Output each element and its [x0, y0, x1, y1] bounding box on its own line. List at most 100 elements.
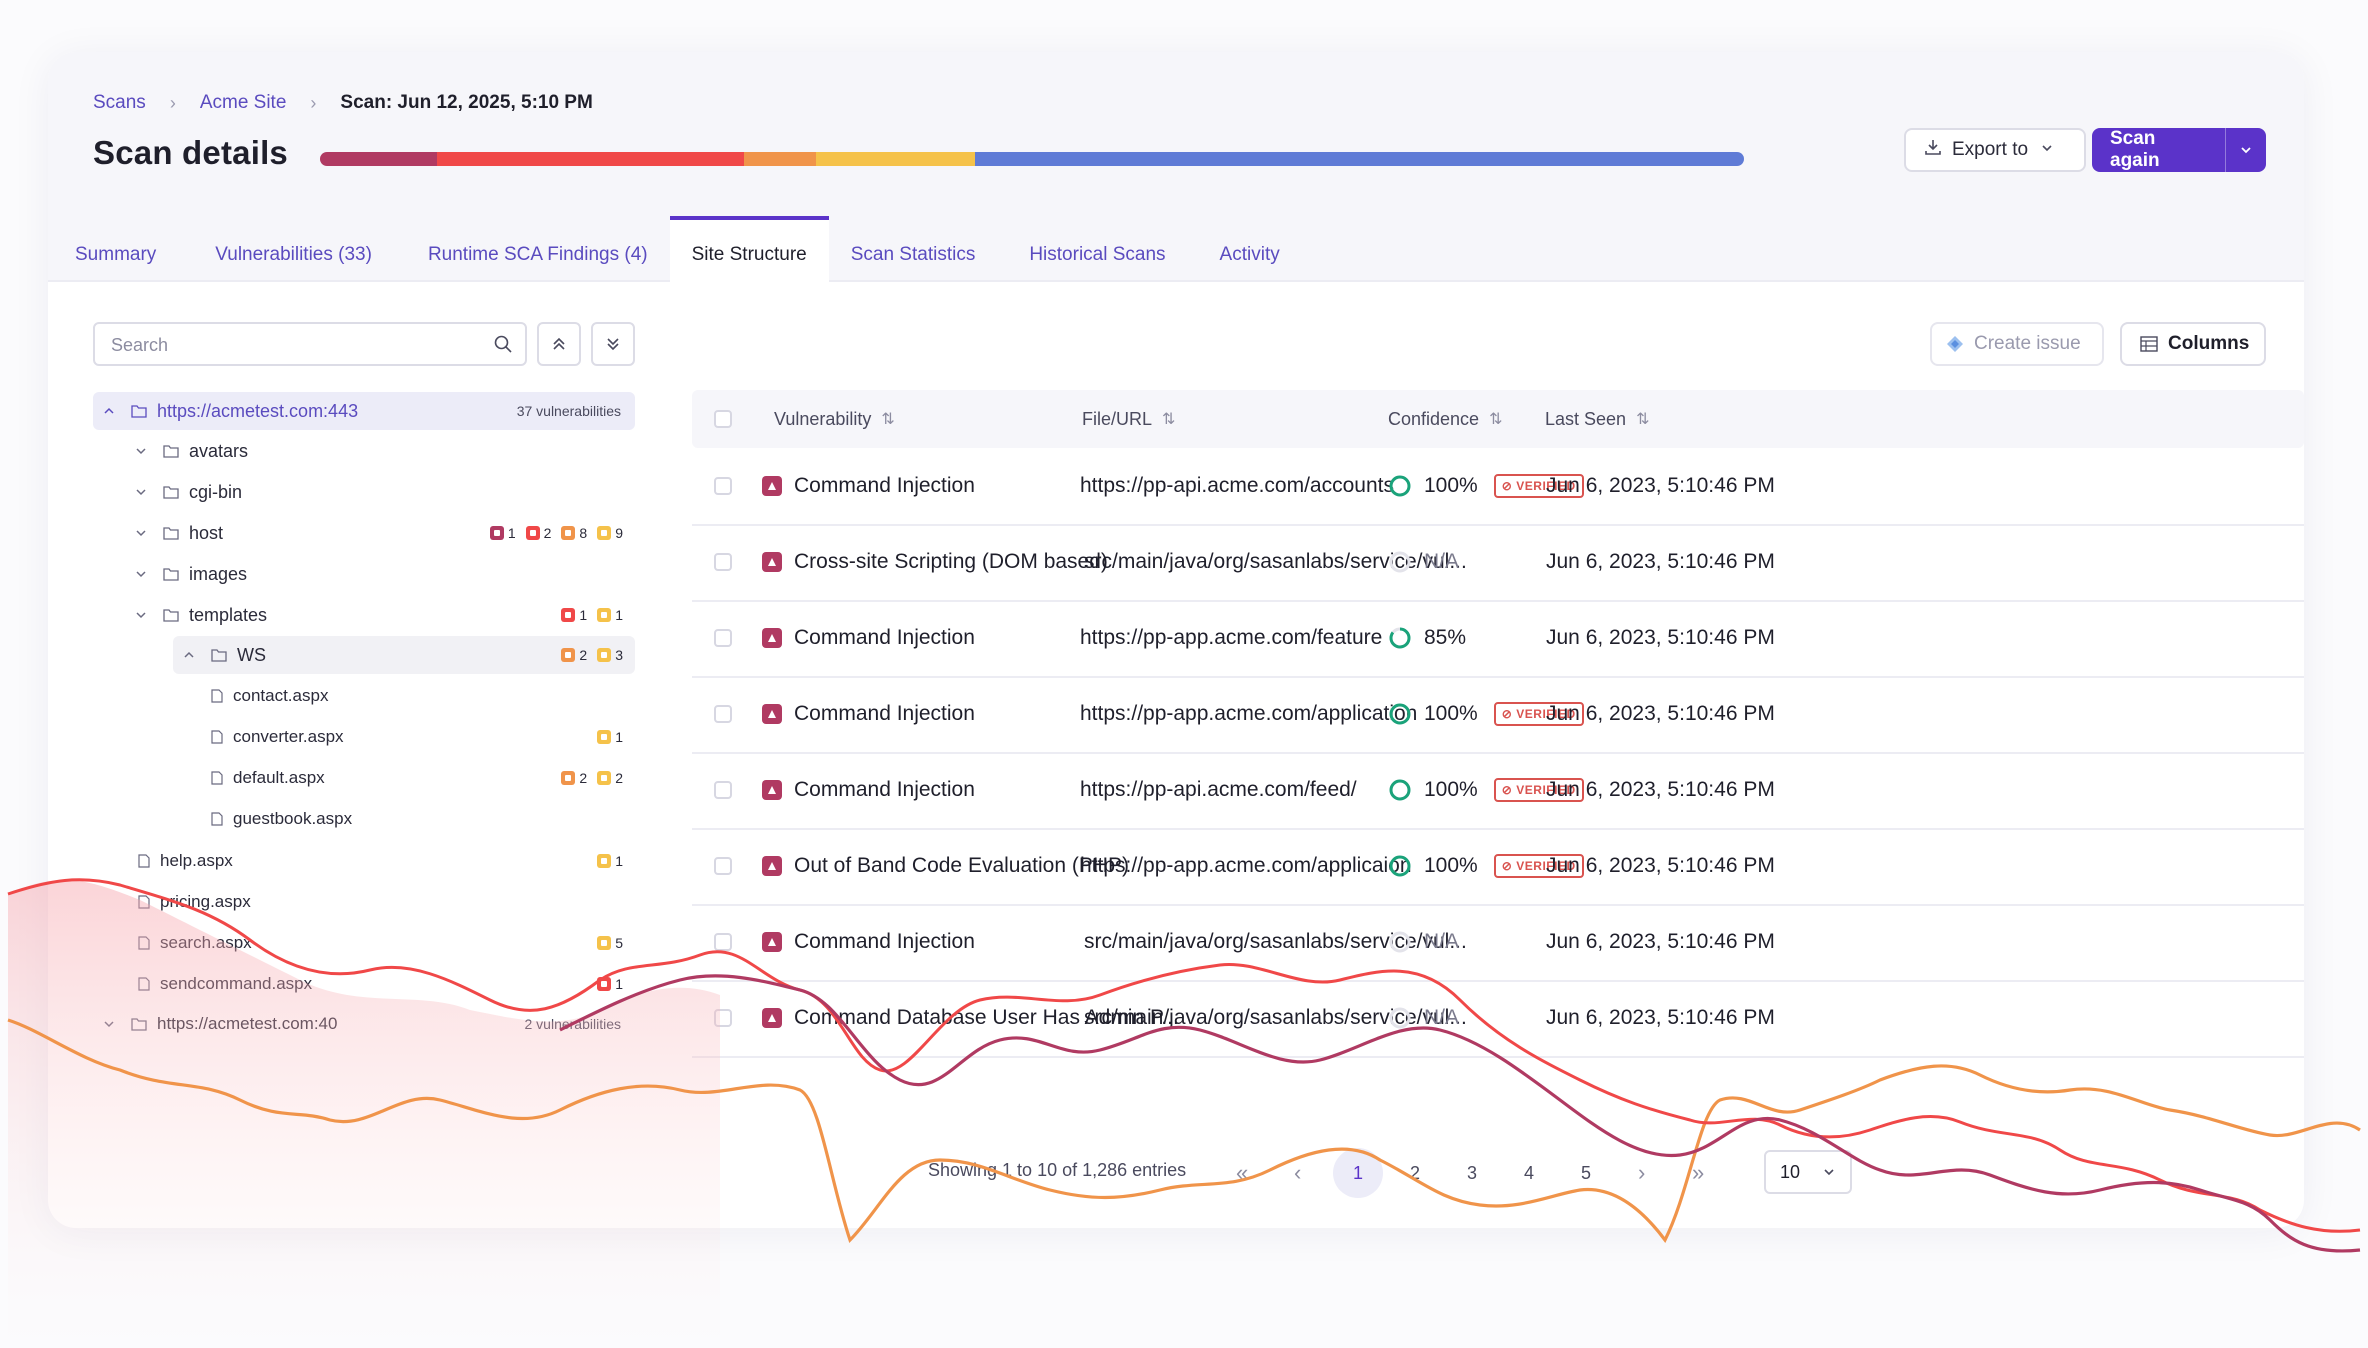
tree-node-converter[interactable]: converter.aspx 1	[93, 718, 635, 756]
header-vulnerability[interactable]: Vulnerability ⇅	[774, 408, 895, 429]
page-size-select[interactable]: 10	[1764, 1150, 1852, 1194]
file-url[interactable]: https://pp-api.acme.com/accounts	[1080, 474, 1394, 497]
tree-node-search[interactable]: search.aspx 5	[93, 924, 635, 962]
row-checkbox[interactable]	[714, 933, 732, 951]
tree-node-root[interactable]: https://acmetest.com:443 37 vulnerabilit…	[93, 392, 635, 430]
next-page-icon[interactable]: ›	[1638, 1160, 1646, 1185]
row-checkbox[interactable]	[714, 553, 732, 571]
chevron-down-icon[interactable]	[131, 609, 151, 621]
last-seen: Jun 6, 2023, 5:10:46 PM	[1546, 1006, 1775, 1029]
tree-node-ws[interactable]: WS 2 3	[173, 636, 635, 674]
tree-node-images[interactable]: images	[93, 555, 635, 593]
tree-node-pricing[interactable]: pricing.aspx	[93, 883, 635, 921]
breadcrumb-site[interactable]: Acme Site	[199, 92, 287, 113]
vulnerability-name[interactable]: Command Injection	[794, 474, 975, 497]
page-5[interactable]: 5	[1580, 1162, 1591, 1183]
chevron-down-icon[interactable]	[131, 445, 151, 457]
severity-segment	[744, 152, 816, 166]
vulnerability-count: 37 vulnerabilities	[516, 403, 621, 419]
table-row[interactable]: Command Injection src/main/java/org/sasan…	[692, 904, 2304, 982]
severity-badges: 1 1	[561, 607, 623, 623]
vulnerability-name[interactable]: Command Injection	[794, 702, 975, 725]
table-row[interactable]: Out of Band Code Evaluation (PHP) https:/…	[692, 828, 2304, 906]
medium-icon	[561, 648, 576, 662]
tab-activity[interactable]: Activity	[1219, 244, 1280, 265]
tab-scan-statistics[interactable]: Scan Statistics	[850, 244, 976, 265]
scan-again-button[interactable]: Scan again	[2092, 128, 2266, 172]
tree-node-help[interactable]: help.aspx 1	[93, 842, 635, 880]
expand-all-button[interactable]	[591, 322, 635, 366]
page-1[interactable]: 1	[1333, 1148, 1383, 1198]
chevron-up-icon[interactable]	[179, 649, 199, 661]
header-confidence[interactable]: Confidence ⇅	[1388, 408, 1503, 429]
chevron-down-icon[interactable]	[131, 527, 151, 539]
prev-page-icon[interactable]: ‹	[1294, 1160, 1302, 1185]
table-row[interactable]: Command Injection https://pp-api.acme.com…	[692, 752, 2304, 830]
tree-node-contact[interactable]: contact.aspx	[93, 677, 635, 715]
vulnerability-name[interactable]: Out of Band Code Evaluation (PHP)	[794, 854, 1130, 877]
file-url[interactable]: https://pp-api.acme.com/feed/	[1080, 778, 1357, 801]
medium-icon	[561, 771, 576, 785]
tree-label: help.aspx	[160, 851, 233, 870]
severity-badges: 1	[597, 853, 623, 869]
chevron-down-icon	[2040, 139, 2054, 161]
breadcrumb-scans[interactable]: Scans	[93, 92, 146, 113]
collapse-all-button[interactable]	[537, 322, 581, 366]
chevron-up-icon[interactable]	[99, 405, 119, 417]
tree-node-templates[interactable]: templates 1 1	[93, 596, 635, 634]
tree-node-sendcommand[interactable]: sendcommand.aspx 1	[93, 965, 635, 1003]
last-page-icon[interactable]: »	[1692, 1160, 1705, 1185]
double-chevron-down-icon	[607, 338, 619, 351]
create-issue-button[interactable]: Create issue	[1930, 322, 2104, 366]
scan-options-dropdown[interactable]	[2224, 128, 2266, 172]
header-last-seen[interactable]: Last Seen ⇅	[1545, 408, 1650, 429]
tree-label: sendcommand.aspx	[160, 974, 313, 993]
row-checkbox[interactable]	[714, 629, 732, 647]
file-url[interactable]: https://pp-app.acme.com/feature	[1080, 626, 1383, 649]
vulnerability-name[interactable]: Command Injection	[794, 778, 975, 801]
tree-node-guestbook[interactable]: guestbook.aspx	[93, 800, 635, 838]
tab-historical-scans[interactable]: Historical Scans	[1029, 244, 1166, 265]
vulnerability-name[interactable]: Command Injection	[794, 626, 975, 649]
row-checkbox[interactable]	[714, 477, 732, 495]
tab-site-structure[interactable]: Site Structure	[669, 216, 829, 282]
table-row[interactable]: Command Database User Has Admin P... src/…	[692, 980, 2304, 1058]
tab-vulnerabilities[interactable]: Vulnerabilities (33)	[215, 244, 372, 265]
vulnerability-name[interactable]: Cross-site Scripting (DOM based)	[794, 550, 1108, 573]
vulnerability-name[interactable]: Command Injection	[794, 930, 975, 953]
select-all-checkbox[interactable]	[714, 410, 732, 428]
file-url[interactable]: https://pp-app.acme.com/applicaion	[1080, 854, 1412, 877]
tab-summary[interactable]: Summary	[75, 244, 157, 265]
row-checkbox[interactable]	[714, 781, 732, 799]
chevron-down-icon[interactable]	[131, 486, 151, 498]
table-row[interactable]: Command Injection https://pp-app.acme.com…	[692, 600, 2304, 678]
page-3[interactable]: 3	[1466, 1162, 1477, 1183]
jira-icon	[1946, 335, 1964, 353]
tab-runtime-sca[interactable]: Runtime SCA Findings (4)	[427, 244, 648, 265]
tree-node-root-2[interactable]: https://acmetest.com:40 2 vulnerabilitie…	[93, 1005, 635, 1043]
header-file[interactable]: File/URL ⇅	[1082, 408, 1176, 429]
file-url[interactable]: src/main/java/org/sasanlabs/service/vul.…	[1084, 550, 1467, 573]
check-circle-icon: ⊘	[1501, 859, 1513, 873]
file-icon	[138, 936, 150, 950]
tree-node-default[interactable]: default.aspx 2 2	[93, 759, 635, 797]
table-row[interactable]: Cross-site Scripting (DOM based) src/main…	[692, 524, 2304, 602]
row-checkbox[interactable]	[714, 1009, 732, 1027]
low-icon	[597, 854, 612, 868]
chevron-down-icon[interactable]	[131, 568, 151, 580]
page-2[interactable]: 2	[1409, 1162, 1420, 1183]
tree-search-input[interactable]	[109, 324, 473, 366]
row-checkbox[interactable]	[714, 705, 732, 723]
tree-node-host[interactable]: host 1 2 8 9	[93, 514, 635, 552]
export-button[interactable]: Export to	[1904, 128, 2086, 172]
chevron-down-icon[interactable]	[99, 1018, 119, 1030]
tree-node-cgi-bin[interactable]: cgi-bin	[93, 473, 635, 511]
page-4[interactable]: 4	[1523, 1162, 1534, 1183]
first-page-icon[interactable]: «	[1236, 1160, 1249, 1185]
file-url[interactable]: https://pp-app.acme.com/application	[1080, 702, 1418, 725]
table-row[interactable]: Command Injection https://pp-app.acme.com…	[692, 676, 2304, 754]
row-checkbox[interactable]	[714, 857, 732, 875]
columns-button[interactable]: Columns	[2120, 322, 2266, 366]
table-row[interactable]: Command Injection https://pp-api.acme.com…	[692, 448, 2304, 526]
tree-node-avatars[interactable]: avatars	[93, 432, 635, 470]
